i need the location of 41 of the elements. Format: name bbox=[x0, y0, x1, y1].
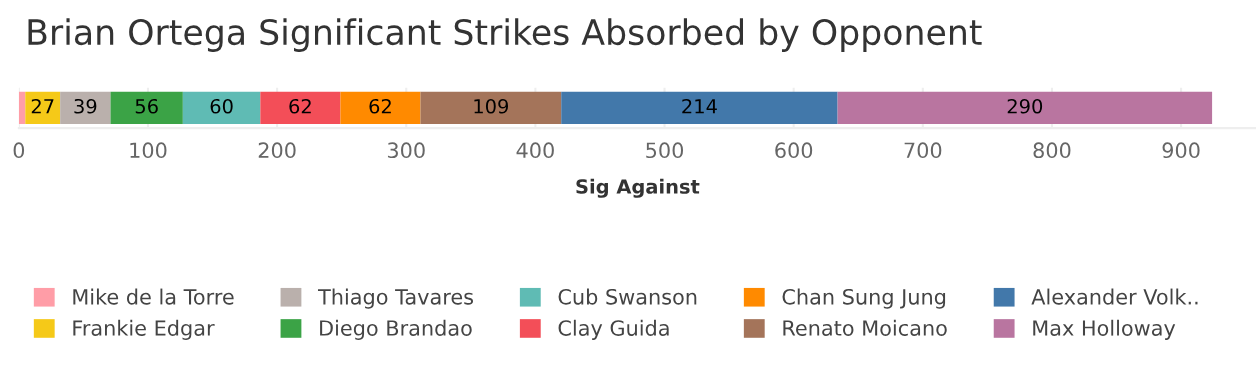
legend-label: Mike de la Torre bbox=[73, 288, 234, 305]
legend-label: Cub Swanson bbox=[558, 288, 697, 305]
chart-title: Brian Ortega Significant Strikes Absorbed by Opponent bbox=[28, 18, 982, 52]
legend-label: Chan Sung Jung bbox=[782, 288, 946, 309]
bar bbox=[340, 91, 421, 125]
x-tick-label: 800 bbox=[1033, 142, 1071, 159]
data-label: 56 bbox=[135, 98, 158, 114]
data-label: 290 bbox=[1007, 98, 1043, 114]
bar bbox=[25, 91, 61, 125]
x-tick-label: 400 bbox=[516, 142, 554, 159]
legend-label: Clay Guida bbox=[558, 319, 669, 340]
legend-label: Diego Brandao bbox=[320, 319, 472, 340]
bar bbox=[182, 91, 261, 125]
data-label: 27 bbox=[31, 98, 54, 114]
data-label: 62 bbox=[369, 98, 391, 114]
x-axis-title: Sig Against bbox=[576, 178, 700, 198]
bar bbox=[561, 91, 838, 125]
data-label: 109 bbox=[474, 98, 509, 114]
x-tick-label: 200 bbox=[258, 142, 296, 159]
bar bbox=[60, 91, 111, 125]
x-tick-label: 100 bbox=[130, 142, 167, 159]
x-tick-label: 0 bbox=[13, 142, 25, 159]
data-label: 39 bbox=[74, 98, 97, 114]
bar bbox=[420, 91, 562, 125]
x-tick-label: 600 bbox=[775, 142, 813, 159]
x-tick-label: 900 bbox=[1162, 142, 1200, 159]
legend-label: Max Holloway bbox=[1033, 319, 1176, 340]
data-label: 62 bbox=[289, 98, 311, 114]
bar bbox=[260, 91, 341, 125]
legend-label: Renato Moicano bbox=[783, 319, 947, 336]
x-tick-label: 500 bbox=[646, 142, 684, 159]
bar bbox=[18, 91, 26, 125]
legend-label: Thiago Tavares bbox=[317, 288, 474, 309]
x-tick-label: 700 bbox=[904, 142, 942, 159]
bar bbox=[837, 91, 1213, 125]
data-label: 214 bbox=[682, 98, 717, 114]
data-label: 60 bbox=[210, 98, 233, 114]
x-tick-label: 300 bbox=[387, 142, 425, 159]
legend-label: Alexander Volk.. bbox=[1031, 288, 1198, 305]
bar bbox=[110, 91, 183, 125]
legend-label: Frankie Edgar bbox=[73, 319, 215, 340]
